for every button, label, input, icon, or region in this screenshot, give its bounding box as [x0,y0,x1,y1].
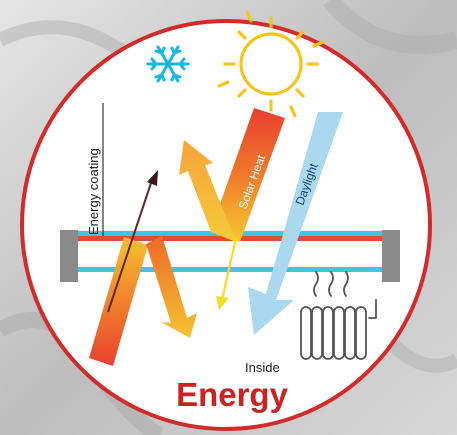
reflected-interior-arrow [146,236,197,338]
snowflake-icon [146,45,190,83]
transmitted-heat-arrowhead [216,296,229,310]
radiator-icon [300,271,377,360]
sun-icon [217,10,325,118]
long-wave-line [107,179,153,313]
reflected-heat-arrow [179,140,236,242]
transmitted-heat-line [220,237,238,301]
energy-coating-label: Energy coating [86,148,101,235]
long-wave-arrowhead [147,170,158,186]
energy-title: Energy [176,376,289,413]
solar-heat-arrow [210,108,285,242]
window-frame-left [60,230,78,282]
interior-heat-arrow [89,237,148,366]
inside-label: Inside [245,360,280,375]
daylight-arrow [248,112,343,335]
window-frame-right [382,230,400,282]
